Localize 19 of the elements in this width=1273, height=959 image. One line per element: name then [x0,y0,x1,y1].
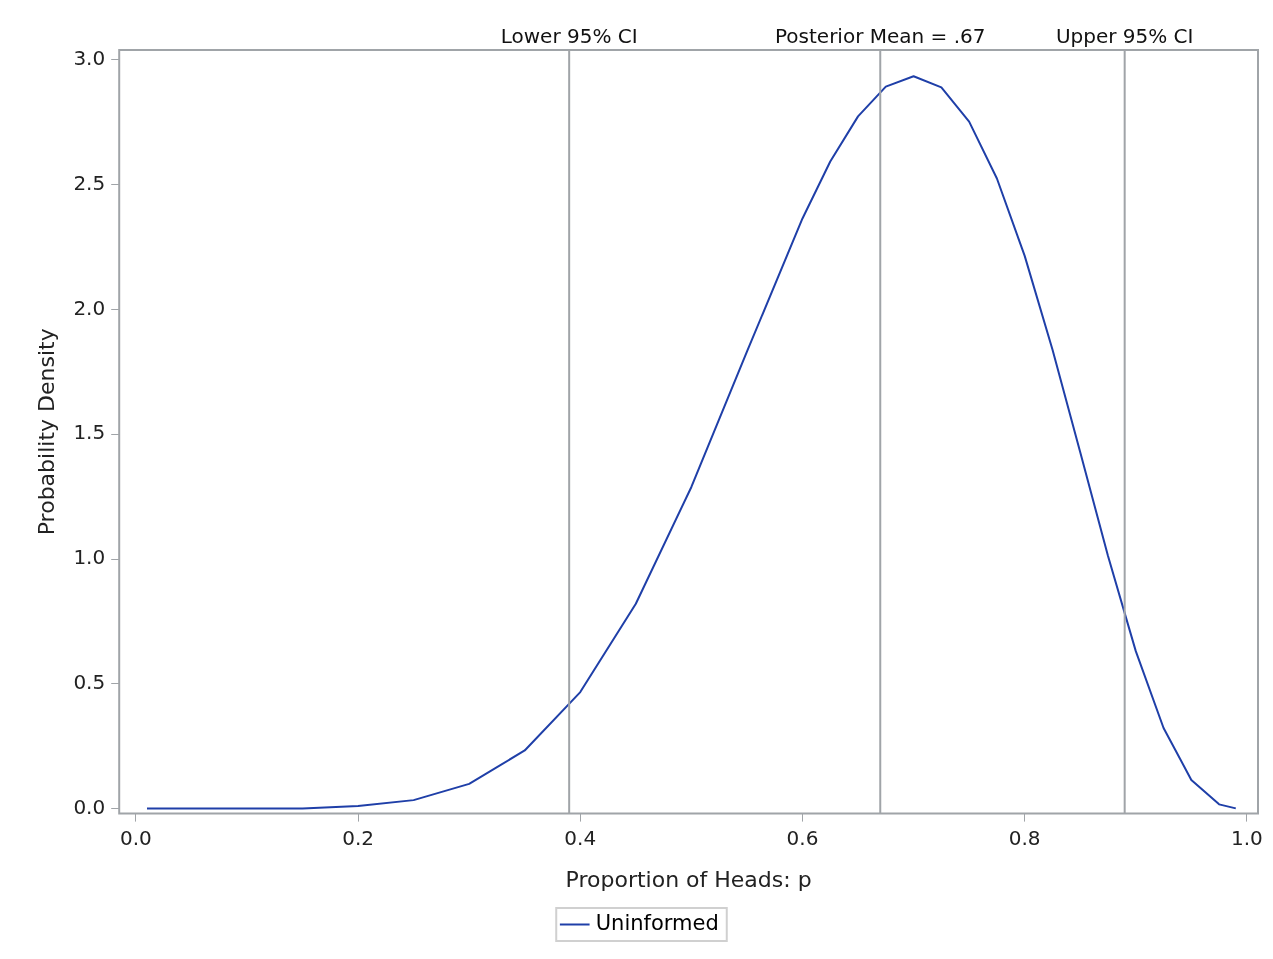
y-tick-label: 0.0 [73,794,106,819]
x-tick-label: 0.8 [1008,825,1041,850]
x-tick-label: 1.0 [1230,825,1263,850]
ref-line-label: Posterior Mean = .67 [774,24,986,49]
x-tick-label: 0.0 [119,825,152,850]
y-tick-label: 1.0 [73,545,106,570]
x-tick-label: 0.4 [564,825,597,850]
x-axis-title: Proportion of Heads: p [565,866,812,892]
x-tick-label: 0.6 [786,825,819,850]
legend-label: Uninformed [595,910,719,935]
y-tick-label: 1.5 [73,420,106,445]
y-tick-label: 0.5 [73,670,106,695]
y-axis-title: Probability Density [33,328,59,536]
y-tick-label: 3.0 [73,46,106,71]
y-tick-label: 2.0 [73,295,106,320]
ref-line-label: Lower 95% CI [500,24,638,49]
y-tick-label: 2.5 [73,170,106,195]
x-tick-label: 0.2 [342,825,374,850]
ref-line-label: Upper 95% CI [1055,24,1194,49]
